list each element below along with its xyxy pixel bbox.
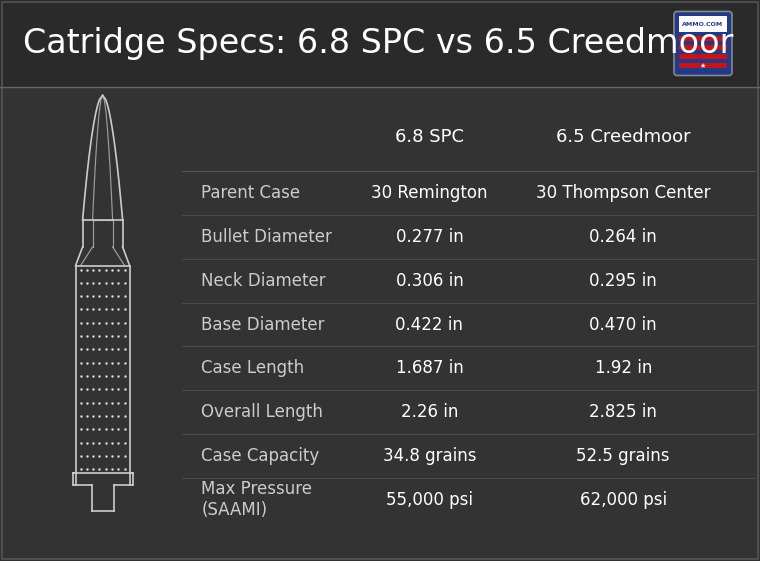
Text: Catridge Specs: 6.8 SPC vs 6.5 Creedmoor: Catridge Specs: 6.8 SPC vs 6.5 Creedmoor <box>23 27 733 60</box>
Text: 6.8 SPC: 6.8 SPC <box>395 128 464 146</box>
Text: 34.8 grains: 34.8 grains <box>382 447 477 465</box>
Text: ★: ★ <box>700 62 706 68</box>
Text: 62,000 psi: 62,000 psi <box>580 491 667 509</box>
Text: 0.422 in: 0.422 in <box>395 315 464 333</box>
Text: 2.26 in: 2.26 in <box>401 403 458 421</box>
Text: Overall Length: Overall Length <box>201 403 323 421</box>
Text: 1.92 in: 1.92 in <box>594 360 652 378</box>
Bar <box>679 36 727 42</box>
Text: Neck Diameter: Neck Diameter <box>201 272 326 289</box>
FancyBboxPatch shape <box>674 11 732 76</box>
Text: 0.470 in: 0.470 in <box>590 315 657 333</box>
Text: Base Diameter: Base Diameter <box>201 315 325 333</box>
Text: 55,000 psi: 55,000 psi <box>386 491 473 509</box>
Text: AMMO.COM: AMMO.COM <box>682 22 724 27</box>
Text: 0.264 in: 0.264 in <box>589 228 657 246</box>
Text: 6.5 Creedmoor: 6.5 Creedmoor <box>556 128 691 146</box>
Text: Case Length: Case Length <box>201 360 305 378</box>
Text: 1.687 in: 1.687 in <box>395 360 464 378</box>
Bar <box>679 16 727 33</box>
Text: Parent Case: Parent Case <box>201 184 300 202</box>
Text: 30 Remington: 30 Remington <box>371 184 488 202</box>
Text: 52.5 grains: 52.5 grains <box>576 447 670 465</box>
Text: Case Capacity: Case Capacity <box>201 447 320 465</box>
Text: Bullet Diameter: Bullet Diameter <box>201 228 332 246</box>
Text: 2.825 in: 2.825 in <box>589 403 657 421</box>
Bar <box>0 0 760 87</box>
Bar <box>679 54 727 59</box>
Text: 0.306 in: 0.306 in <box>395 272 464 289</box>
Text: 30 Thompson Center: 30 Thompson Center <box>536 184 711 202</box>
Text: 0.295 in: 0.295 in <box>589 272 657 289</box>
Text: 0.277 in: 0.277 in <box>395 228 464 246</box>
Text: Max Pressure
(SAAMI): Max Pressure (SAAMI) <box>201 480 312 519</box>
Bar <box>679 45 727 50</box>
Bar <box>679 63 727 68</box>
